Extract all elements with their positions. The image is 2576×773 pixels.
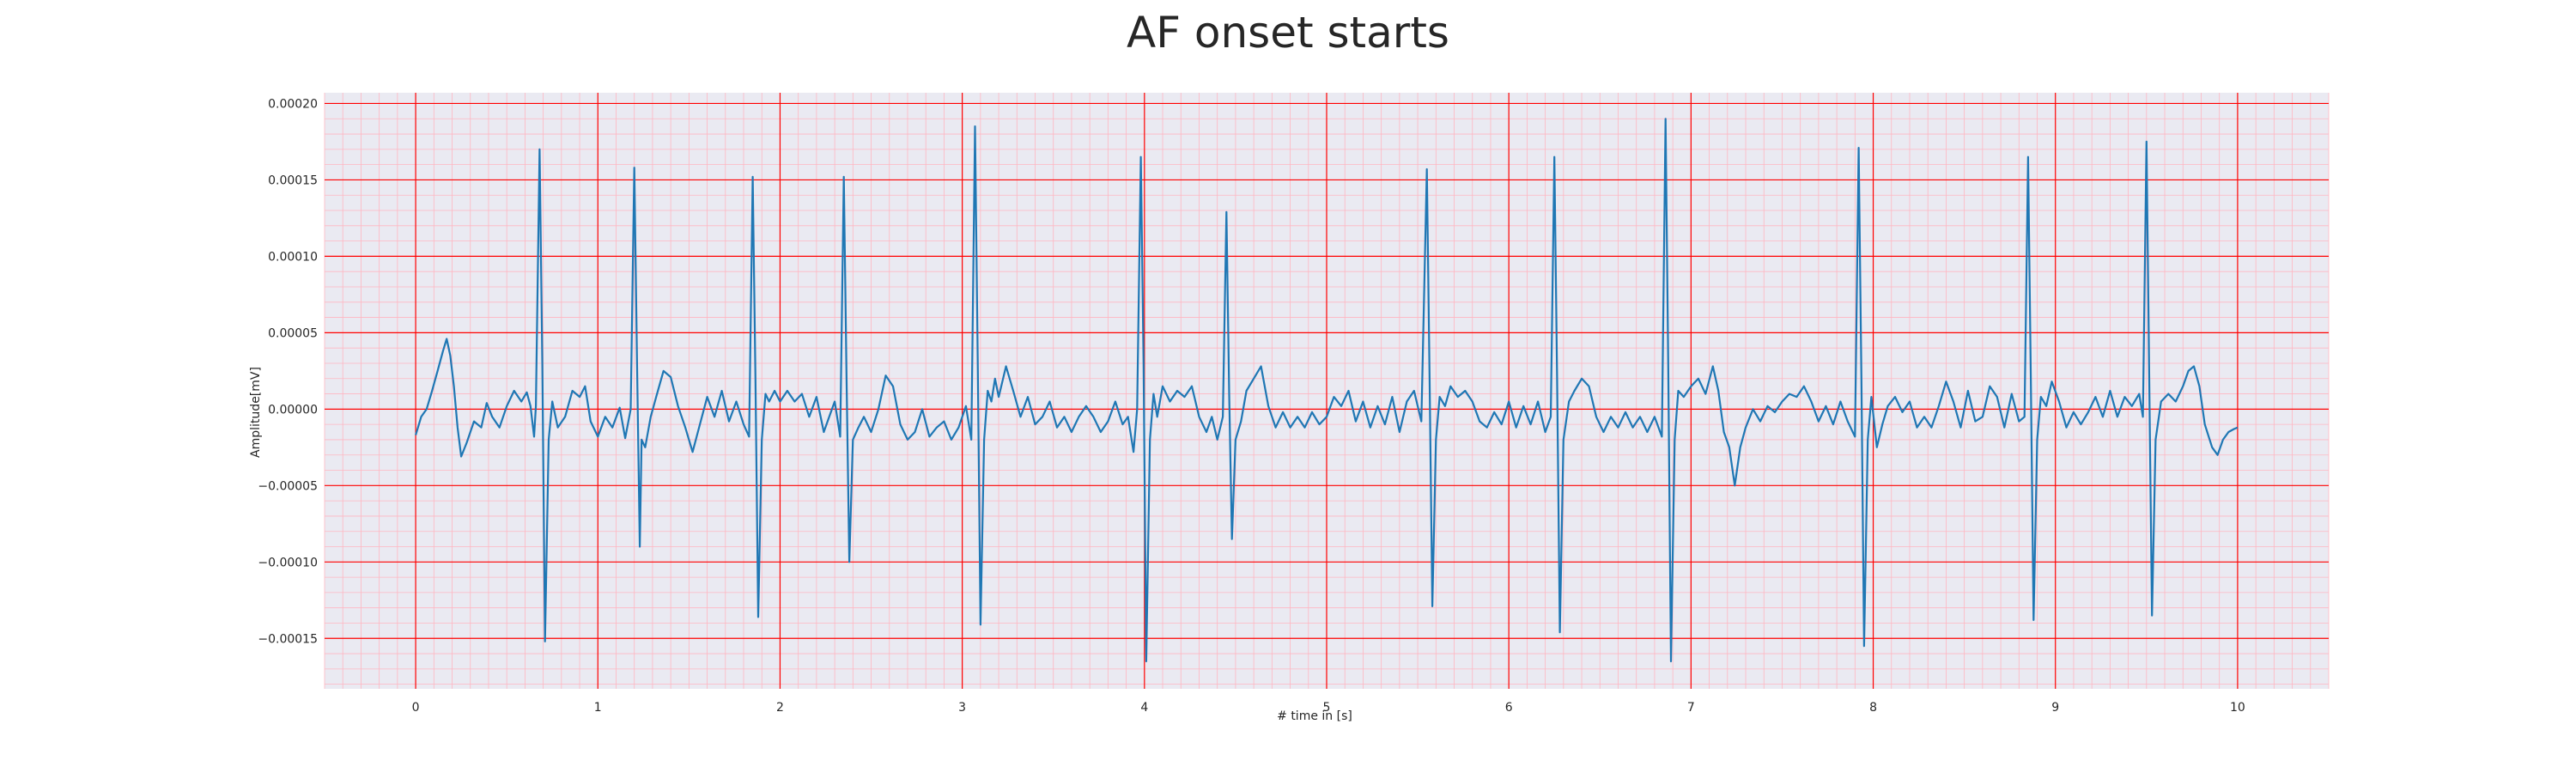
x-tick-label: 6 [1505, 701, 1513, 715]
x-axis-label: # time in [s] [1277, 709, 1352, 723]
x-tick-label: 7 [1687, 701, 1695, 715]
x-tick-label: 3 [958, 701, 966, 715]
x-tick-label: 4 [1140, 701, 1148, 715]
y-tick-label: 0.00020 [268, 97, 318, 111]
y-tick-label: −0.00005 [258, 479, 318, 493]
chart-title: AF onset starts [1127, 8, 1449, 58]
y-tick-label: 0.00010 [268, 250, 318, 264]
x-tick-label: 9 [2051, 701, 2059, 715]
x-tick-label: 0 [412, 701, 420, 715]
ecg-series-line [415, 118, 2239, 663]
x-axis-ticks: 0 1 2 3 4 5 6 7 8 9 10 [412, 701, 2245, 715]
x-tick-label: 10 [2230, 701, 2245, 715]
y-tick-label: 0.00015 [268, 173, 318, 187]
y-tick-label: −0.00010 [258, 556, 318, 569]
x-tick-label: 5 [1323, 701, 1331, 715]
x-tick-label: 8 [1869, 701, 1877, 715]
y-tick-label: −0.00015 [258, 632, 318, 646]
y-axis-ticks: 0.00020 0.00015 0.00010 0.00005 0.00000 −0.00… [258, 97, 318, 646]
x-tick-label: 1 [594, 701, 602, 715]
y-tick-label: 0.00005 [268, 326, 318, 340]
y-axis-label: Amplitude[mV] [249, 367, 263, 458]
y-tick-label: 0.00000 [268, 403, 318, 417]
x-tick-label: 2 [776, 701, 784, 715]
